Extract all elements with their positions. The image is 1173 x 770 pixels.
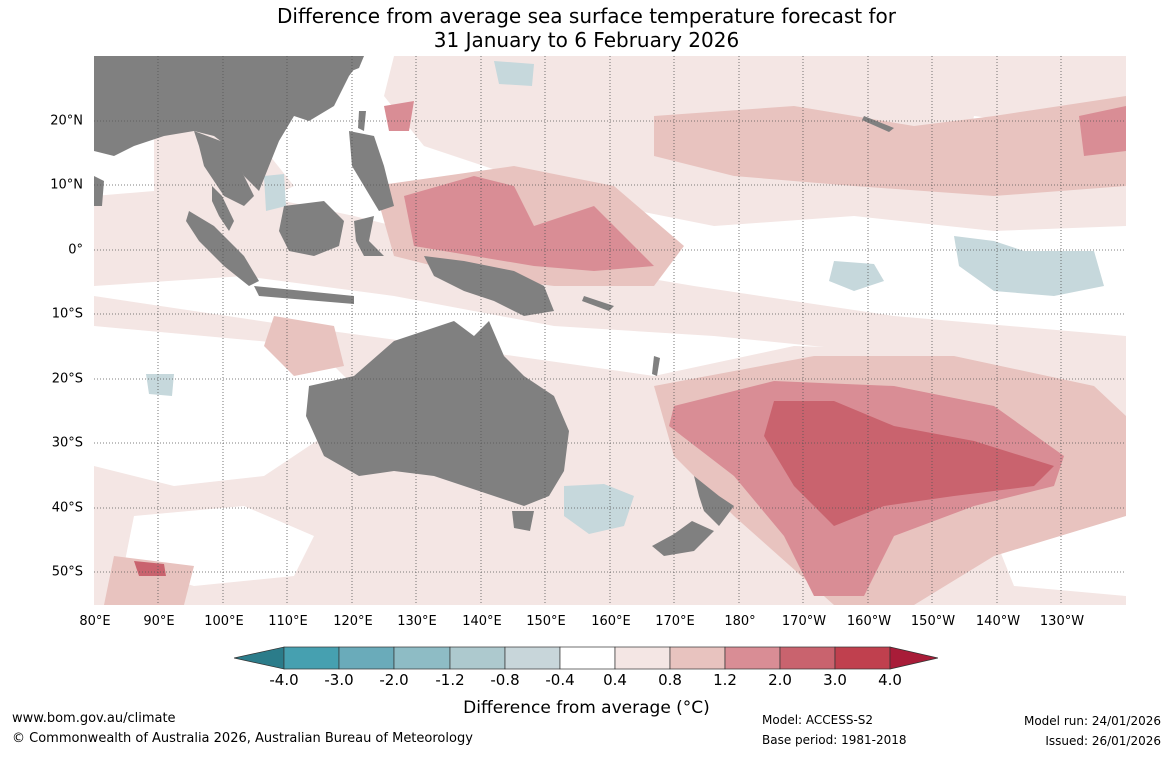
lon-label-80e: 80°E [79, 614, 111, 629]
colorbar-tick: 1.2 [713, 671, 737, 689]
lon-label-120e: 120°E [333, 614, 373, 629]
lon-label-150w: 150°W [910, 614, 956, 629]
base-period: Base period: 1981-2018 [762, 733, 907, 747]
lon-label-90e: 90°E [143, 614, 175, 629]
colorbar-segment-5 [504, 646, 561, 670]
colorbar-tick: -3.0 [324, 671, 354, 689]
hawaii [862, 116, 894, 132]
title-line-1: Difference from average sea surface temp… [276, 4, 896, 28]
colorbar-tick: 3.0 [823, 671, 847, 689]
colorbar-tick: -2.0 [379, 671, 409, 689]
colorbar-segment-2 [338, 646, 395, 670]
australia [306, 321, 569, 506]
website-link[interactable]: www.bom.gov.au/climate [12, 711, 176, 726]
cool-indian-patch [146, 374, 174, 396]
colorbar-segment-10 [779, 646, 836, 670]
anomaly-cool [146, 61, 1104, 534]
map-title: Difference from average sea surface temp… [0, 4, 1173, 52]
cool-central-pacific-2 [954, 236, 1104, 296]
colorbar-segment-6 [559, 646, 616, 670]
cool-south-china-sea [264, 174, 286, 211]
sulawesi [354, 216, 384, 256]
moderate-warm-indian-patches [264, 316, 344, 376]
colorbar-segment-below-min [234, 646, 285, 670]
solomon-islands [582, 296, 614, 311]
colorbar-tick: -0.8 [490, 671, 520, 689]
lat-label-20n: 20°N [50, 113, 83, 129]
gridlines [94, 56, 1126, 605]
philippines [349, 131, 394, 211]
land [94, 56, 894, 556]
colorbar-segment-8 [669, 646, 726, 670]
colorbar-tick: -4.0 [269, 671, 299, 689]
colorbar-segment-1 [283, 646, 340, 670]
map-canvas [94, 56, 1126, 605]
borneo [279, 201, 344, 256]
colorbar-tick: -1.2 [435, 671, 465, 689]
colorbar-tick: 0.8 [658, 671, 682, 689]
colorbar [234, 646, 938, 670]
new-zealand-south [652, 521, 714, 556]
issued-date: Issued: 26/01/2026 [1045, 734, 1161, 748]
japan [334, 56, 364, 74]
vanuatu-fiji [652, 356, 660, 376]
model-run-date: Model run: 24/01/2026 [1023, 714, 1161, 728]
model-name: Model: ACCESS-S2 [762, 713, 874, 727]
colorbar-segment-4 [449, 646, 506, 670]
lat-label-10s: 10°S [51, 306, 83, 322]
strong-warm-west-pacific [404, 176, 654, 271]
sumatra [186, 211, 259, 286]
strong-warm-philippine-sea [384, 101, 414, 131]
strong-warm-north-east [1079, 106, 1126, 156]
lat-label-50s: 50°S [51, 564, 83, 580]
java [254, 286, 354, 304]
lat-label-10n: 10°N [50, 177, 83, 193]
lon-label-150e: 150°E [526, 614, 566, 629]
lon-label-130w: 130°W [1039, 614, 1085, 629]
indochina [194, 131, 254, 206]
colorbar-tick: -0.4 [545, 671, 575, 689]
lon-label-140w: 140°W [975, 614, 1021, 629]
title-line-2: 31 January to 6 February 2026 [433, 28, 740, 52]
colorbar-tick: 0.4 [603, 671, 627, 689]
lat-label-0: 0° [68, 242, 83, 258]
new-zealand-north [694, 476, 734, 526]
lon-label-160e: 160°E [591, 614, 631, 629]
lon-label-180: 180° [724, 614, 756, 629]
lon-label-130e: 130°E [397, 614, 437, 629]
asia-mainland [94, 56, 364, 191]
cool-north-west [494, 61, 534, 86]
sst-anomaly-map [94, 56, 1126, 605]
new-guinea [424, 256, 554, 316]
colorbar-segment-7 [614, 646, 671, 670]
lon-label-170e: 170°E [655, 614, 695, 629]
lat-label-30s: 30°S [51, 435, 83, 451]
lon-label-140e: 140°E [462, 614, 502, 629]
moderate-warm-southwest-patch [104, 556, 194, 605]
colorbar-segment-9 [724, 646, 781, 670]
lon-label-100e: 100°E [204, 614, 244, 629]
lon-label-160w: 160°W [846, 614, 892, 629]
lon-label-110e: 110°E [268, 614, 308, 629]
colorbar-segment-11 [834, 646, 891, 670]
cool-tasman [564, 484, 634, 534]
colorbar-segment-above-max [889, 646, 938, 670]
tasmania [512, 511, 534, 531]
lat-label-20s: 20°S [51, 371, 83, 387]
malay-peninsula [212, 186, 234, 231]
cool-central-pacific-1 [829, 261, 884, 291]
colorbar-segment-3 [393, 646, 451, 670]
copyright-text: © Commonwealth of Australia 2026, Austra… [12, 731, 473, 746]
sri-lanka [94, 176, 104, 206]
colorbar-label: Difference from average (°C) [463, 698, 710, 718]
lon-label-170w: 170°W [781, 614, 827, 629]
colorbar-tick: 2.0 [768, 671, 792, 689]
lat-label-40s: 40°S [51, 500, 83, 516]
colorbar-tick: 4.0 [878, 671, 902, 689]
very-strong-warm-core [764, 401, 1054, 526]
